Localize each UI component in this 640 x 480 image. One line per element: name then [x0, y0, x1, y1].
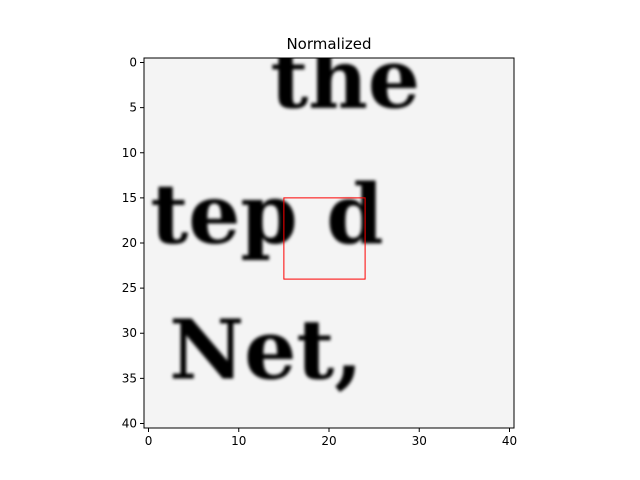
y-tick-label: 0 [129, 56, 137, 70]
y-tick-label: 5 [129, 101, 137, 115]
heatmap-image: the tep d Net, [144, 32, 514, 428]
y-tick-label: 40 [122, 416, 137, 430]
y-tick-label: 10 [122, 146, 137, 160]
x-tick-label: 0 [145, 434, 153, 448]
x-tick-label: 40 [502, 434, 517, 448]
image-text-line: Net, [169, 302, 363, 398]
y-tick-label: 25 [122, 281, 137, 295]
y-tick-label: 30 [122, 326, 137, 340]
x-tick-label: 30 [412, 434, 427, 448]
y-axis: 0 5 10 15 20 25 30 35 40 [122, 56, 144, 430]
y-tick-label: 15 [122, 191, 137, 205]
chart-title: Normalized [286, 35, 371, 53]
x-tick-label: 20 [321, 434, 336, 448]
y-tick-label: 35 [122, 371, 137, 385]
y-tick-label: 20 [122, 236, 137, 250]
x-tick-label: 10 [231, 434, 246, 448]
x-axis: 0 10 20 30 40 [145, 428, 517, 448]
image-text-line: tep d [150, 167, 383, 263]
image-background [144, 58, 514, 428]
highlight-box [283, 197, 366, 280]
image-text-line: the [270, 32, 420, 128]
